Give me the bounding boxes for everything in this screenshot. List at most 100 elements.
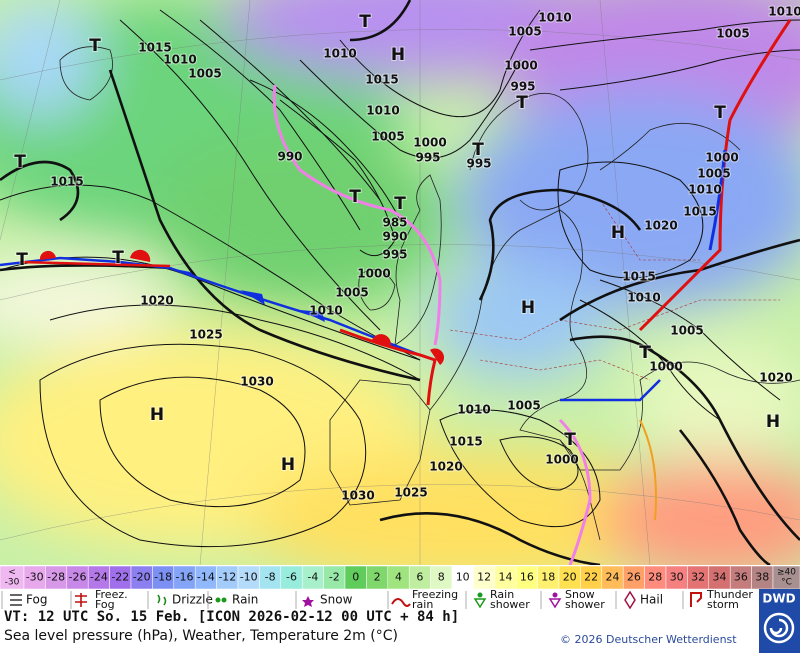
scale-label: -22	[111, 571, 129, 584]
isobar-label: 1005	[507, 399, 540, 413]
scale-label: 6	[416, 571, 423, 584]
isobar-label: 1015	[138, 41, 171, 55]
logo-text: DWD	[762, 592, 795, 606]
scale-label: -16	[176, 571, 194, 584]
legend-label: rain	[412, 598, 433, 611]
thunderstorm-icon	[690, 592, 702, 607]
isobar-label: 990	[382, 230, 407, 244]
scale-low-value: -30	[5, 578, 20, 588]
scale-label: -6	[286, 571, 297, 584]
isobar-label: 1005	[188, 67, 221, 81]
map-subtitle: Sea level pressure (hPa), Weather, Tempe…	[4, 628, 398, 644]
scale-label: -30	[26, 571, 44, 584]
logo-ring	[763, 612, 795, 644]
drizzle-icon	[157, 594, 167, 606]
isobar-label: 1015	[683, 205, 716, 219]
isobar-label: 1015	[449, 435, 482, 449]
pressure-center: H	[611, 223, 625, 243]
isobars	[0, 0, 800, 565]
scale-label: 24	[606, 571, 620, 584]
rain-icon	[215, 597, 221, 603]
scale-label: 12	[477, 571, 491, 584]
hail-icon	[624, 590, 636, 610]
scale-label: -14	[197, 571, 215, 584]
isobar-label: 1015	[365, 73, 398, 87]
pressure-center: T	[359, 12, 371, 32]
isobar-label: 995	[415, 151, 440, 165]
pressure-center: T	[714, 103, 726, 123]
legend-label: Freez.	[95, 588, 128, 601]
isobar-label: 1010	[457, 403, 490, 417]
scale-low-sign: <	[8, 568, 16, 578]
isobar-label: 1000	[357, 267, 390, 281]
isobar-label: 1005	[371, 130, 404, 144]
isobar-label: 1010	[309, 304, 342, 318]
pressure-center: T	[14, 152, 26, 172]
legend-label: Rain	[232, 593, 258, 607]
isobar-label: 1005	[508, 25, 541, 39]
legend-label: Fog	[95, 598, 115, 611]
scale-label: -4	[307, 571, 318, 584]
isobar-label: 1010	[163, 53, 196, 67]
copyright: © 2026 Deutscher Wetterdienst	[560, 633, 737, 646]
scale-label: 28	[648, 571, 662, 584]
scale-label: -28	[47, 571, 65, 584]
legend-label: storm	[707, 598, 739, 611]
isobar-label: 995	[466, 157, 491, 171]
legend-label: Hail	[640, 593, 663, 607]
scale-label: -20	[133, 571, 151, 584]
scale-label: 36	[734, 571, 748, 584]
isobar-label: 995	[510, 80, 535, 94]
rain-shower-icon	[477, 592, 483, 598]
rain-icon	[221, 597, 227, 603]
isobar-label: 1025	[394, 486, 427, 500]
pressure-center: T	[349, 187, 361, 207]
scale-high-value: ≥40	[777, 568, 796, 578]
pressure-center: H	[281, 455, 295, 475]
pressure-center: T	[472, 140, 484, 160]
legend-label: shower	[490, 598, 530, 611]
isobar-label: 1000	[649, 360, 682, 374]
scale-label: 34	[713, 571, 727, 584]
temperature-scale: <-30 -30 -28 -26 -24 -22 -20 -18 -16 -14 -12 -10 -8-…	[0, 565, 800, 590]
isobar-label: 995	[382, 248, 407, 262]
graticule	[0, 0, 800, 565]
pressure-center: T	[16, 250, 28, 270]
legend-label: Snow	[565, 588, 595, 601]
snow-icon	[302, 596, 314, 607]
isobar-label: 1030	[240, 375, 273, 389]
isobar-label: 1020	[429, 460, 462, 474]
legend-label: Thunder	[706, 588, 753, 601]
isobar-label: 1010	[538, 11, 571, 25]
pressure-center: T	[394, 194, 406, 214]
scale-label: 8	[438, 571, 445, 584]
isobar-label: 1010	[366, 104, 399, 118]
legend-label: Snow	[320, 593, 353, 607]
pressure-center: T	[89, 36, 101, 56]
scale-label: 30	[670, 571, 684, 584]
rain-shower-icon	[473, 598, 487, 609]
isobar-label: 990	[277, 150, 302, 164]
isobar-label: 1000	[545, 453, 578, 467]
scale-label: 4	[395, 571, 402, 584]
freezing-fog-icon	[75, 593, 87, 607]
isobar-label: 1010	[323, 47, 356, 61]
isobar-label: 1010	[688, 183, 721, 197]
logo-swirl	[769, 618, 789, 638]
borders	[449, 199, 780, 381]
isobar-label: 1020	[759, 371, 792, 385]
isobar-label: 1000	[504, 59, 537, 73]
scale-label: 38	[755, 571, 769, 584]
scale-label: -18	[154, 571, 172, 584]
scale-label: 16	[520, 571, 534, 584]
scale-label: -8	[265, 571, 276, 584]
scale-label: -26	[69, 571, 87, 584]
legend-label: shower	[565, 598, 605, 611]
scale-label: 14	[499, 571, 513, 584]
pressure-center: T	[112, 248, 124, 268]
dwd-logo: DWD	[759, 589, 800, 653]
scale-label: 22	[584, 571, 598, 584]
